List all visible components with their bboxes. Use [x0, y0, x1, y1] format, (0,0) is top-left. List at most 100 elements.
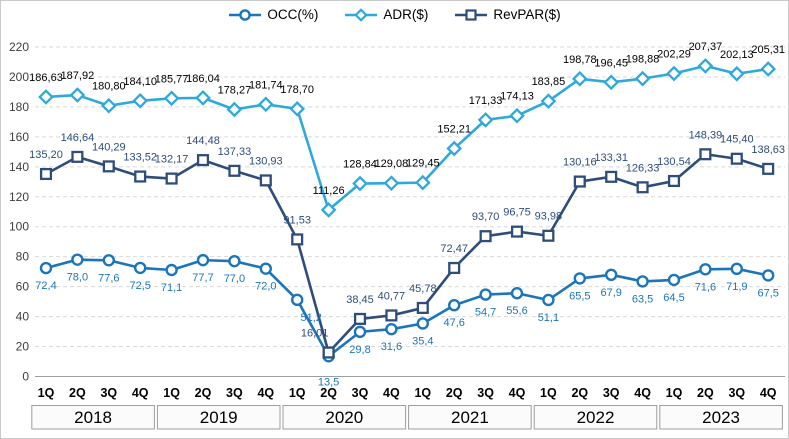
data-labels-occ: 72,4 78,0 77,6 72,5 71,1 77,7 77,0 72,0 51,2 13,5… [35, 272, 779, 389]
data-point-square [39, 167, 53, 181]
data-point-square [605, 170, 618, 183]
year-label: 2022 [577, 408, 615, 427]
data-point-circle [102, 254, 116, 267]
data-label: 29,8 [349, 344, 370, 356]
year-box [156, 405, 281, 430]
data-point-diamond [100, 97, 117, 114]
gridlines [35, 46, 785, 377]
data-label: 207,37 [689, 41, 723, 53]
data-point-circle [71, 253, 84, 266]
data-point-square [762, 162, 775, 175]
y-axis-tick-labels: 0 20 40 60 80 100 120 140 160 180 200 220 [9, 40, 29, 384]
data-label: 202,13 [720, 49, 754, 61]
year-label: 2021 [451, 408, 489, 427]
data-label: 72,5 [129, 280, 150, 292]
y-tick-label: 40 [16, 310, 30, 324]
year-box [533, 405, 658, 430]
data-point-circle [699, 263, 712, 276]
data-point-diamond [571, 70, 588, 87]
data-point-diamond [38, 89, 54, 105]
quarter-label: 4Q [634, 386, 651, 400]
data-label: 137,33 [218, 146, 252, 158]
quarter-label: 2Q [697, 386, 714, 400]
legend-item-adr: ADR($) [344, 7, 428, 22]
data-point-circle [133, 261, 147, 275]
data-label: 130,54 [657, 156, 691, 168]
data-label: 51,2 [300, 312, 321, 324]
data-label: 148,39 [689, 129, 723, 141]
data-label: 77,6 [98, 272, 119, 284]
legend-item-revpar: RevPAR($) [454, 7, 561, 22]
quarter-label: 4Q [383, 386, 400, 400]
data-label: 186,04 [186, 73, 220, 85]
data-label: 185,77 [155, 73, 189, 85]
data-point-circle [228, 254, 241, 268]
y-tick-label: 200 [9, 70, 29, 84]
quarter-label: 3Q [352, 386, 369, 400]
data-label: 72,47 [440, 243, 468, 255]
y-tick-label: 20 [16, 340, 30, 354]
data-point-circle [291, 293, 304, 307]
data-point-square [416, 301, 429, 314]
data-label: 132,17 [155, 154, 189, 166]
data-label: 144,48 [186, 135, 220, 147]
data-label: 51,1 [538, 312, 559, 324]
data-label: 71,6 [695, 281, 716, 293]
data-label: 13,5 [318, 376, 339, 388]
quarter-label: 4Q [257, 386, 274, 400]
data-point-circle [385, 322, 398, 336]
data-point-diamond [728, 65, 745, 82]
data-label: 196,45 [594, 57, 628, 69]
quarter-label: 3Q [477, 386, 494, 400]
data-label: 140,29 [92, 141, 126, 153]
data-label: 64,5 [663, 292, 684, 304]
y-tick-label: 160 [9, 130, 29, 144]
legend-label-adr: ADR($) [383, 7, 429, 22]
data-label: 129,45 [406, 158, 440, 170]
data-point-diamond [477, 112, 494, 128]
legend-label-occ: OCC(%) [267, 7, 319, 22]
data-label: 129,08 [375, 158, 409, 170]
quarter-label: 1Q [289, 386, 306, 400]
data-label: 65,5 [569, 290, 590, 302]
data-label: 93,70 [472, 211, 500, 223]
data-label: 174,13 [500, 91, 534, 103]
data-point-square [542, 229, 555, 242]
data-label: 181,74 [249, 79, 283, 91]
occ-line-circle-icon [229, 8, 262, 21]
quarter-label: 1Q [540, 386, 557, 400]
quarter-label: 2Q [69, 386, 86, 400]
data-label: 16,01 [301, 328, 329, 340]
data-point-circle [542, 293, 555, 307]
data-label: 171,33 [469, 95, 503, 107]
quarter-label: 2Q [320, 386, 337, 400]
series-revpar [39, 148, 775, 359]
data-point-diamond [352, 175, 368, 192]
data-label: 128,84 [343, 159, 377, 171]
data-point-diamond [540, 93, 557, 109]
quarter-label: 4Q [132, 386, 149, 400]
data-point-diamond [69, 87, 86, 103]
data-label: 45,78 [409, 283, 437, 295]
data-label: 40,77 [378, 290, 406, 302]
series-adr [38, 58, 777, 218]
data-point-diamond [509, 107, 525, 124]
quarter-label: 2Q [446, 386, 463, 400]
quarter-label: 3Q [728, 386, 745, 400]
quarter-label: 1Q [38, 386, 55, 400]
data-label: 126,33 [626, 162, 660, 174]
data-label: 96,75 [503, 207, 531, 219]
data-label: 38,45 [346, 294, 374, 306]
data-point-square [71, 150, 84, 163]
data-point-circle [605, 268, 618, 282]
y-tick-label: 80 [16, 250, 30, 264]
legend-label-revpar: RevPAR($) [493, 7, 561, 22]
data-point-circle [259, 262, 272, 275]
data-label: 31,6 [381, 341, 402, 353]
quarter-label: 1Q [163, 386, 180, 400]
y-tick-label: 140 [9, 160, 29, 174]
data-point-square [510, 225, 524, 238]
data-point-square [448, 261, 461, 275]
series-line [45, 258, 769, 358]
